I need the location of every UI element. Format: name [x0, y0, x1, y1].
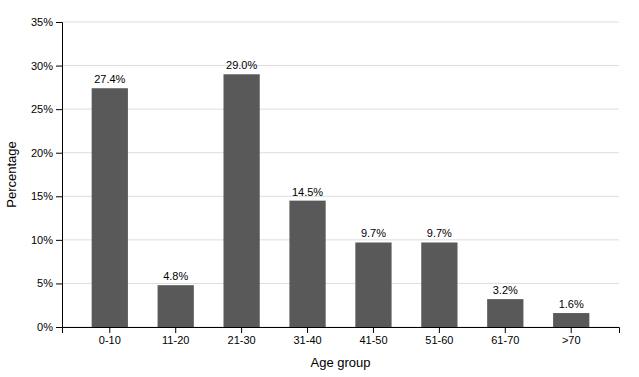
- y-tick-label: 10%: [31, 234, 53, 246]
- x-tick: >70: [562, 327, 581, 346]
- x-tick-mark: [109, 327, 110, 333]
- y-tick: 5%: [37, 277, 62, 289]
- x-axis-title: Age group: [311, 355, 371, 370]
- x-axis-line: [63, 328, 620, 334]
- x-tick-mark: [241, 327, 242, 333]
- x-tick-mark: [307, 327, 308, 333]
- x-tick: 31-40: [293, 327, 321, 346]
- y-tick-label: 30%: [31, 60, 53, 72]
- bar: [355, 242, 391, 327]
- x-tick: 51-60: [425, 327, 453, 346]
- bar: [158, 285, 194, 327]
- y-tick-label: 15%: [31, 190, 53, 202]
- y-axis-line: [56, 23, 63, 328]
- y-tick-label: 25%: [31, 103, 53, 115]
- chart-svg: 0% 5% 10% 15% 20% 25% 30% 35% 0-10 11-20 21-30 31-4…: [0, 0, 639, 377]
- x-tick-label: 21-30: [228, 334, 256, 346]
- y-tick: 20%: [31, 147, 62, 159]
- grid-line: [62, 65, 619, 66]
- y-tick-label: 5%: [37, 277, 53, 289]
- x-tick: 61-70: [491, 327, 519, 346]
- x-tick-label: 41-50: [359, 334, 387, 346]
- grid-line: [62, 239, 619, 240]
- data-label: 3.2%: [493, 284, 518, 296]
- y-tick-mark: [56, 109, 62, 110]
- x-tick-mark: [439, 327, 440, 333]
- x-tick: 11-20: [162, 327, 189, 346]
- bar: [289, 201, 325, 327]
- x-tick-label: 11-20: [162, 334, 189, 346]
- data-label: 9.7%: [361, 227, 386, 239]
- x-tick-mark: [571, 327, 572, 333]
- bar: [92, 88, 128, 327]
- data-label: 27.4%: [94, 73, 125, 85]
- data-label: 14.5%: [292, 186, 323, 198]
- bar: [487, 299, 523, 327]
- chart-container: 0% 5% 10% 15% 20% 25% 30% 35% 0-10 11-20 21-30 31-4…: [0, 0, 639, 377]
- grid-line: [62, 283, 619, 284]
- data-label: 9.7%: [427, 227, 452, 239]
- bars: [92, 74, 590, 327]
- data-label: 4.8%: [163, 270, 188, 282]
- bar: [421, 242, 457, 327]
- data-labels: 27.4% 4.8% 29.0% 14.5% 9.7% 9.7% 3.2% 1.6%: [94, 59, 584, 310]
- y-tick-label: 20%: [31, 147, 53, 159]
- y-tick-mark: [56, 66, 62, 67]
- y-tick-label: 35%: [31, 16, 53, 28]
- x-tick-label: >70: [562, 334, 581, 346]
- x-tick-label: 51-60: [425, 334, 453, 346]
- x-tick-label: 61-70: [491, 334, 519, 346]
- y-tick: 10%: [31, 234, 62, 246]
- x-tick-mark: [505, 327, 506, 333]
- bar: [223, 74, 259, 327]
- y-tick-mark: [56, 283, 62, 284]
- y-tick: 25%: [31, 103, 62, 115]
- y-tick-mark: [56, 22, 62, 23]
- grid-line: [62, 152, 619, 153]
- y-tick-mark: [56, 327, 62, 328]
- x-tick: 21-30: [228, 327, 256, 346]
- x-tick-label: 31-40: [293, 334, 321, 346]
- grid-line: [62, 109, 619, 110]
- y-tick: 15%: [31, 190, 62, 202]
- x-tick-mark: [373, 327, 374, 333]
- y-tick: 35%: [31, 16, 62, 28]
- y-tick: 0%: [37, 321, 62, 333]
- y-tick-mark: [56, 153, 62, 154]
- plot-area: 0% 5% 10% 15% 20% 25% 30% 35% 0-10 11-20 21-30 31-4…: [31, 16, 620, 346]
- data-label: 1.6%: [559, 298, 584, 310]
- y-axis: 0% 5% 10% 15% 20% 25% 30% 35%: [31, 16, 63, 333]
- y-tick: 30%: [31, 60, 62, 72]
- x-tick-label: 0-10: [99, 334, 121, 346]
- x-tick-mark: [175, 327, 176, 333]
- y-tick-label: 0%: [37, 321, 53, 333]
- x-tick: 41-50: [359, 327, 387, 346]
- grid-line: [62, 196, 619, 197]
- grid: [62, 22, 619, 327]
- y-axis-title: Percentage: [4, 141, 19, 208]
- y-tick-mark: [56, 240, 62, 241]
- data-label: 29.0%: [226, 59, 257, 71]
- x-axis: 0-10 11-20 21-30 31-40 41-50 51-60 61-70 >70: [63, 327, 620, 346]
- x-tick: 0-10: [99, 327, 121, 346]
- y-tick-mark: [56, 196, 62, 197]
- bar: [553, 313, 589, 327]
- grid-line: [62, 22, 619, 23]
